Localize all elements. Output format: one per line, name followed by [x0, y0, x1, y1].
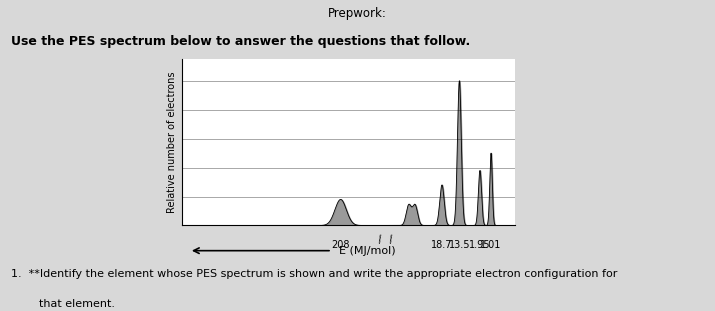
Text: 1.01: 1.01 [480, 240, 502, 250]
Text: that element.: that element. [39, 299, 115, 309]
Text: Use the PES spectrum below to answer the questions that follow.: Use the PES spectrum below to answer the… [11, 35, 470, 49]
Text: 1.95: 1.95 [469, 240, 490, 250]
Text: 208: 208 [331, 240, 350, 250]
Text: /: / [388, 234, 394, 245]
Y-axis label: Relative number of electrons: Relative number of electrons [167, 72, 177, 213]
Text: 1.  **Identify the element whose PES spectrum is shown and write the appropriate: 1. **Identify the element whose PES spec… [11, 269, 617, 279]
Text: Prepwork:: Prepwork: [328, 7, 387, 21]
Text: E (MJ/mol): E (MJ/mol) [339, 246, 395, 256]
Text: 13.5: 13.5 [448, 240, 470, 250]
Text: /: / [378, 234, 383, 245]
Text: 18.7: 18.7 [431, 240, 453, 250]
